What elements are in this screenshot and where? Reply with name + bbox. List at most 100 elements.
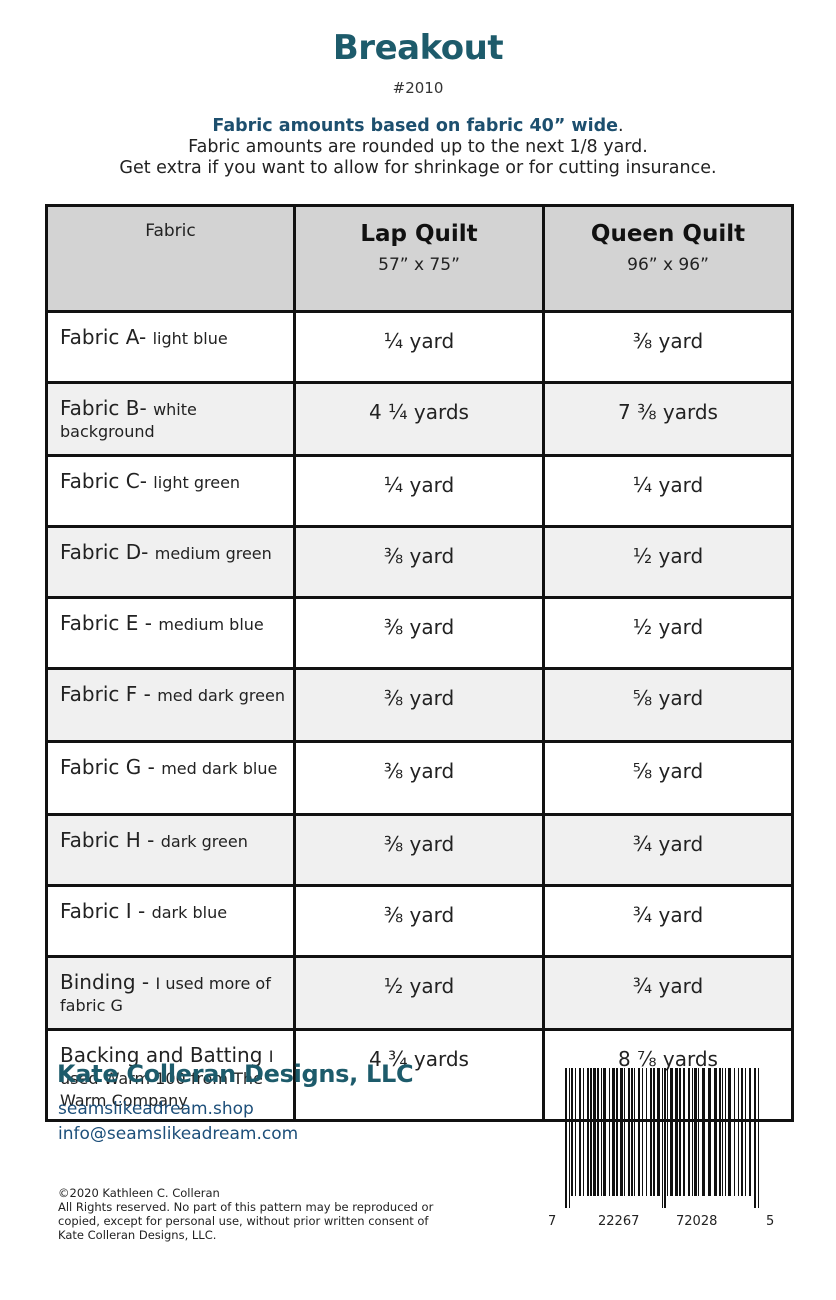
copyright-block: ©2020 Kathleen C. Colleran All Rights re…	[58, 1186, 458, 1242]
barcode-bar	[667, 1068, 668, 1196]
table-row: Fabric E - medium blue ⅜ yard ½ yard	[45, 596, 794, 670]
queen-quilt-amount: ¾ yard	[542, 884, 794, 958]
header-fabric: Fabric	[45, 204, 296, 313]
table-row: Fabric B- white background 4 ¼ yards 7 ⅜ y…	[45, 381, 794, 457]
queen-quilt-amount: ¾ yard	[542, 955, 794, 1031]
barcode-bar	[754, 1068, 756, 1208]
barcode-bar	[571, 1068, 573, 1196]
table-row: Fabric D- medium green ⅜ yard ½ yard	[45, 525, 794, 599]
barcode-bar	[597, 1068, 599, 1196]
pattern-title: Breakout	[332, 28, 504, 68]
table-row: Fabric H - dark green ⅜ yard ¾ yard	[45, 813, 794, 887]
table-row: Fabric G - med dark blue ⅜ yard ⅝ yard	[45, 740, 794, 816]
fabric-name-cell: Binding - I used more of fabric G	[45, 955, 296, 1031]
website-link[interactable]: seamslikeadream.shop	[58, 1099, 254, 1119]
lap-quilt-amount: ½ yard	[293, 955, 545, 1031]
rights-text: All Rights reserved. No part of this pat…	[58, 1200, 434, 1242]
queen-quilt-amount: ½ yard	[542, 525, 794, 599]
barcode-bar	[569, 1068, 570, 1208]
queen-quilt-amount: ⅝ yard	[542, 667, 794, 743]
barcode-bar	[579, 1068, 581, 1196]
barcode-bar	[698, 1068, 699, 1196]
barcode-bar	[708, 1068, 711, 1196]
barcode-bar	[734, 1068, 735, 1196]
table-header-row: Fabric Lap Quilt 57” x 75” Queen Quilt 9…	[45, 204, 794, 313]
fabric-description: light blue	[152, 329, 228, 348]
barcode-bar	[609, 1068, 610, 1196]
lap-quilt-amount: ¼ yard	[293, 454, 545, 528]
fabric-description: I used more of fabric G	[60, 974, 271, 1015]
barcode-bar	[741, 1068, 743, 1196]
header-lap-quilt: Lap Quilt 57” x 75”	[293, 204, 545, 313]
lap-quilt-amount: ⅜ yard	[293, 596, 545, 670]
barcode-bar	[587, 1068, 589, 1196]
intro-bold-suffix: .	[618, 116, 624, 136]
barcode-bar	[638, 1068, 640, 1196]
queen-quilt-amount: ¼ yard	[542, 454, 794, 528]
fabric-name: Fabric C-	[60, 469, 147, 493]
fabric-description: medium green	[154, 544, 272, 563]
lap-quilt-amount: 4 ¼ yards	[293, 381, 545, 457]
barcode-bar	[688, 1068, 690, 1196]
barcode-digit-last: 5	[766, 1214, 775, 1229]
barcode-bar	[624, 1068, 625, 1196]
queen-quilt-name: Queen Quilt	[590, 221, 746, 247]
fabric-name: Binding -	[60, 970, 150, 994]
header-queen-quilt: Queen Quilt 96” x 96”	[542, 204, 794, 313]
queen-quilt-amount: ⅝ yard	[542, 740, 794, 816]
barcode-bar	[565, 1068, 567, 1208]
fabric-name: Fabric F -	[60, 682, 151, 706]
fabric-name: Backing and Batting	[60, 1043, 263, 1067]
fabric-name: Fabric A-	[60, 325, 147, 349]
barcode-bar	[738, 1068, 739, 1196]
barcode-bar	[620, 1068, 623, 1196]
fabric-description: dark green	[160, 832, 248, 851]
fabric-name-cell: Fabric E - medium blue	[45, 596, 296, 670]
fabric-name-cell: Fabric B- white background	[45, 381, 296, 457]
barcode-bar	[593, 1068, 596, 1196]
barcode-digit-first: 7	[548, 1214, 557, 1229]
barcode-digits-left: 22267	[598, 1214, 640, 1229]
barcode-bar	[628, 1068, 630, 1196]
barcode-bar	[675, 1068, 678, 1196]
fabric-name-cell: Fabric C- light green	[45, 454, 296, 528]
fabric-name: Fabric E -	[60, 611, 152, 635]
fabric-description: white background	[60, 400, 197, 441]
fabric-description: dark blue	[151, 903, 228, 922]
barcode-bar	[664, 1068, 666, 1208]
barcode-bar	[631, 1068, 633, 1196]
fabric-name-cell: Fabric A- light blue	[45, 310, 296, 384]
email-link[interactable]: info@seamslikeadream.com	[58, 1124, 299, 1144]
queen-quilt-size: 96” x 96”	[627, 255, 709, 275]
barcode-bar	[749, 1068, 751, 1196]
barcode-bar	[758, 1068, 759, 1208]
intro-line3: Get extra if you want to allow for shrin…	[119, 158, 717, 178]
company-name: Kate Colleran Designs, LLC	[57, 1060, 414, 1088]
barcode-bar	[583, 1068, 584, 1196]
barcode-bar	[728, 1068, 731, 1196]
fabric-name: Fabric I -	[60, 899, 146, 923]
barcode-image	[565, 1068, 759, 1208]
barcode-bar	[657, 1068, 660, 1196]
lap-quilt-amount: 4 ¾ yards	[293, 1028, 545, 1122]
fabric-rows: Fabric A- light blue ¼ yard ⅜ yard Fabric B…	[45, 310, 794, 1122]
queen-quilt-amount: ⅜ yard	[542, 310, 794, 384]
barcode-bar	[590, 1068, 592, 1196]
table-row: Fabric F - med dark green ⅜ yard ⅝ yard	[45, 667, 794, 743]
barcode-bar	[612, 1068, 615, 1196]
pattern-number: #2010	[392, 79, 444, 97]
barcode-bar	[634, 1068, 635, 1196]
barcode-bar	[601, 1068, 602, 1196]
lap-quilt-amount: ⅜ yard	[293, 740, 545, 816]
barcode-bar	[692, 1068, 693, 1196]
barcode-bar	[719, 1068, 721, 1196]
table-row: Fabric C- light green ¼ yard ¼ yard	[45, 454, 794, 528]
copyright-line: ©2020 Kathleen C. Colleran	[58, 1186, 220, 1200]
barcode-bar	[683, 1068, 685, 1196]
fabric-description: medium blue	[158, 615, 264, 634]
queen-quilt-amount: ¾ yard	[542, 813, 794, 887]
table-row: Fabric A- light blue ¼ yard ⅜ yard	[45, 310, 794, 384]
barcode-bar	[642, 1068, 643, 1196]
lap-quilt-amount: ⅜ yard	[293, 813, 545, 887]
lap-quilt-amount: ⅜ yard	[293, 667, 545, 743]
